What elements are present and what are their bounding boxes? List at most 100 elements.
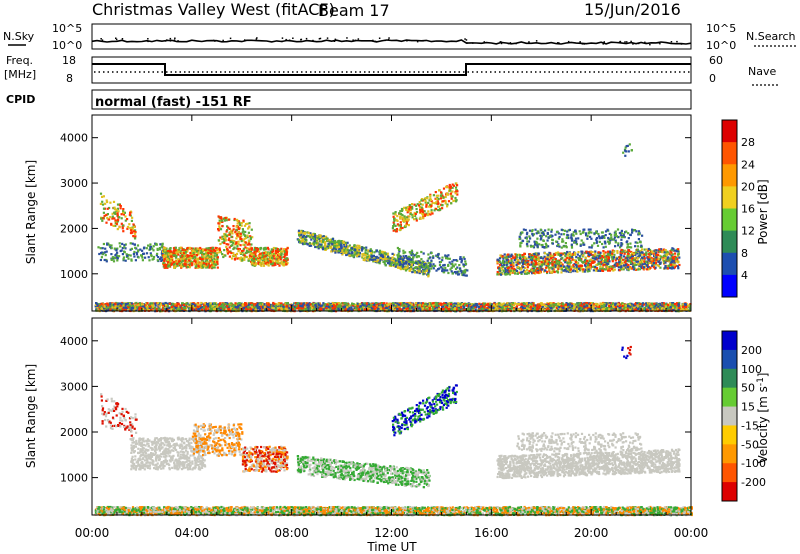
- power-cell: [438, 307, 441, 311]
- noise-search-dot: [567, 40, 570, 43]
- power-cell: [607, 303, 611, 306]
- noise-search-dot: [229, 37, 232, 40]
- power-cell: [549, 307, 552, 310]
- power-cell: [279, 309, 282, 312]
- power-cell: [233, 304, 236, 307]
- power-cell: [464, 304, 467, 307]
- power-cell: [182, 303, 185, 306]
- power-cell: [435, 302, 438, 305]
- power-cell: [130, 306, 133, 309]
- power-cell: [376, 304, 379, 307]
- power-cell: [127, 257, 130, 260]
- noise-search-dot: [300, 38, 302, 41]
- power-cell: [184, 250, 187, 254]
- cpid-panel: normal (fast) -151 RF: [91, 89, 692, 110]
- power-cell: [236, 222, 239, 225]
- power-cell: [178, 262, 181, 265]
- power-cell: [621, 302, 624, 305]
- power-cell: [406, 307, 409, 310]
- power-cell: [413, 306, 416, 309]
- power-cell: [348, 306, 351, 309]
- power-cell: [121, 301, 124, 305]
- chart-title: Christmas Valley West (fitACF): [92, 0, 335, 19]
- power-cell: [309, 308, 312, 312]
- power-cell: [621, 304, 624, 308]
- power-cell: [374, 305, 377, 308]
- power-cell: [130, 258, 133, 261]
- power-cell: [172, 303, 175, 306]
- noise-search-dot: [115, 37, 117, 39]
- power-cell: [188, 303, 191, 306]
- power-cell: [236, 306, 239, 309]
- power-cell: [538, 305, 542, 308]
- power-cell: [282, 305, 285, 308]
- power-cell: [627, 305, 630, 308]
- power-cell: [113, 206, 116, 209]
- power-cell: [133, 250, 136, 254]
- noise-search-dot: [500, 41, 502, 43]
- power-cell: [520, 306, 523, 309]
- power-cell: [114, 302, 117, 305]
- power-cell: [643, 306, 646, 309]
- power-cell: [584, 308, 588, 311]
- power-cell: [482, 305, 485, 308]
- power-cell: [199, 251, 202, 255]
- power-cell: [242, 308, 245, 311]
- power-cell: [116, 203, 120, 206]
- power-cell: [110, 304, 113, 307]
- power-cell: [349, 308, 352, 311]
- power-cell: [120, 217, 123, 220]
- power-cell: [669, 306, 672, 309]
- power-cell: [118, 242, 121, 245]
- power-cell: [301, 304, 304, 307]
- power-cell: [214, 252, 217, 255]
- power-cell: [354, 303, 357, 306]
- power-cell: [196, 303, 199, 306]
- power-cell: [212, 264, 215, 267]
- power-cell: [130, 302, 133, 305]
- power-cell: [370, 304, 373, 307]
- power-cell: [393, 305, 396, 308]
- power-cell: [467, 308, 470, 311]
- power-cell: [232, 306, 235, 309]
- power-cell: [363, 305, 366, 308]
- power-cell: [201, 266, 204, 269]
- power-cell: [523, 304, 526, 307]
- power-cell: [136, 244, 140, 247]
- power-cell: [147, 244, 150, 247]
- noise-tick-bottom-right: 10^0: [706, 39, 736, 52]
- power-cell: [602, 304, 605, 307]
- power-cell: [655, 307, 658, 310]
- power-cell: [187, 259, 191, 262]
- power-cell: [612, 305, 615, 308]
- power-cell: [196, 261, 199, 265]
- power-cell: [360, 307, 363, 310]
- power-cell: [99, 202, 102, 205]
- power-cell: [193, 304, 196, 307]
- power-cell: [101, 219, 104, 222]
- power-cell: [549, 302, 552, 305]
- power-cell: [248, 243, 251, 246]
- power-cell: [567, 303, 570, 306]
- power-cell: [194, 308, 197, 311]
- power-cell: [126, 218, 129, 221]
- power-cell: [231, 308, 234, 311]
- noise-search-dot: [649, 43, 651, 46]
- power-cell: [671, 306, 675, 309]
- power-cell: [616, 303, 620, 306]
- power-cell: [206, 254, 209, 257]
- noise-search-dot: [357, 38, 360, 40]
- power-cell: [141, 259, 144, 262]
- power-cell: [172, 249, 176, 252]
- power-cell: [145, 305, 148, 308]
- power-cell: [132, 307, 135, 310]
- power-cell: [184, 306, 187, 310]
- power-cell: [541, 304, 544, 307]
- power-cell: [202, 253, 205, 256]
- power-cell: [612, 303, 615, 306]
- cpid-label: CPID: [6, 93, 35, 106]
- power-cell: [242, 219, 245, 222]
- power-cell: [228, 233, 231, 236]
- power-cell: [376, 306, 379, 309]
- power-cell: [101, 203, 105, 206]
